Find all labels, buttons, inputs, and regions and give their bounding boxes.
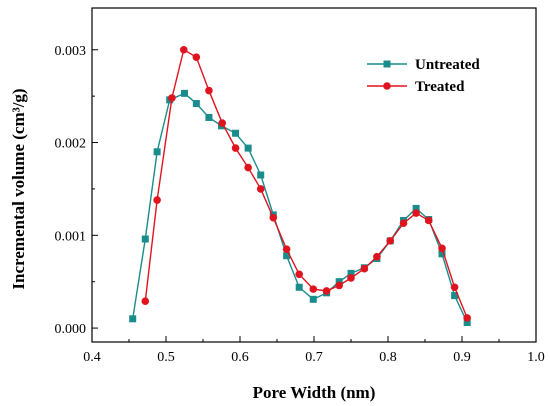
data-point bbox=[335, 281, 343, 290]
data-point bbox=[181, 89, 188, 97]
data-point bbox=[412, 209, 420, 217]
data-point bbox=[373, 252, 381, 261]
data-point bbox=[463, 319, 471, 327]
legend-item: Untreated bbox=[367, 57, 480, 73]
data-point bbox=[322, 287, 331, 295]
data-point bbox=[141, 235, 149, 243]
x-tick-label: 0.5 bbox=[157, 350, 175, 365]
data-point bbox=[295, 283, 303, 291]
data-point bbox=[244, 163, 252, 172]
data-point bbox=[295, 270, 304, 279]
data-point bbox=[347, 274, 355, 282]
data-point bbox=[205, 113, 213, 121]
data-point bbox=[153, 196, 161, 204]
data-point bbox=[360, 264, 369, 273]
data-point bbox=[412, 204, 420, 212]
data-point bbox=[257, 171, 265, 179]
x-tick-label: 0.4 bbox=[83, 350, 101, 365]
series-layer bbox=[129, 45, 471, 327]
legend-label: Untreated bbox=[415, 57, 480, 73]
data-point bbox=[153, 148, 161, 156]
legend-label: Treated bbox=[415, 79, 465, 95]
data-point bbox=[283, 252, 291, 260]
data-point bbox=[309, 295, 317, 303]
data-point bbox=[463, 314, 471, 322]
series-untreated bbox=[129, 89, 471, 327]
y-tick-label: 0.002 bbox=[55, 137, 87, 152]
y-tick-label: 0.003 bbox=[55, 44, 87, 59]
data-point bbox=[438, 250, 446, 258]
data-point bbox=[386, 237, 395, 245]
data-point bbox=[244, 144, 252, 152]
data-point bbox=[192, 53, 201, 61]
x-tick-label: 0.6 bbox=[231, 350, 249, 365]
data-point bbox=[282, 245, 291, 254]
data-point bbox=[399, 219, 408, 228]
data-point bbox=[205, 86, 213, 95]
y-tick-label: 0.001 bbox=[55, 229, 87, 244]
x-axis-title: Pore Width (nm) bbox=[253, 383, 376, 402]
legend: Untreated Treated bbox=[367, 57, 480, 95]
data-point bbox=[179, 45, 188, 54]
data-point bbox=[269, 213, 278, 222]
data-point bbox=[231, 144, 240, 152]
data-point bbox=[192, 100, 200, 108]
series-treated bbox=[141, 45, 471, 322]
x-tick-label: 0.8 bbox=[379, 350, 397, 365]
data-point bbox=[424, 216, 433, 225]
x-tick-label: 1.0 bbox=[527, 350, 545, 365]
data-point bbox=[218, 119, 227, 127]
x-tick-label: 0.9 bbox=[453, 350, 471, 365]
y-axis-ticks: 0.000 0.001 0.002 0.003 bbox=[55, 44, 98, 337]
data-point bbox=[256, 185, 265, 193]
y-tick-label: 0.000 bbox=[55, 322, 87, 337]
data-point bbox=[168, 94, 176, 102]
legend-marker bbox=[383, 82, 391, 90]
data-point bbox=[450, 283, 459, 292]
data-point bbox=[451, 292, 459, 300]
x-axis-ticks: 0.4 0.5 0.6 0.7 0.8 0.9 1.0 bbox=[83, 336, 545, 365]
data-point bbox=[309, 285, 318, 293]
data-point bbox=[129, 315, 137, 323]
legend-marker bbox=[383, 60, 391, 68]
data-point bbox=[438, 244, 446, 253]
x-tick-label: 0.7 bbox=[305, 350, 323, 365]
data-point bbox=[232, 129, 240, 137]
y-axis-title: Incremental volume (cm³/g) bbox=[9, 88, 28, 289]
data-point bbox=[141, 297, 150, 305]
data-point bbox=[347, 269, 355, 277]
legend-item: Treated bbox=[367, 79, 465, 95]
